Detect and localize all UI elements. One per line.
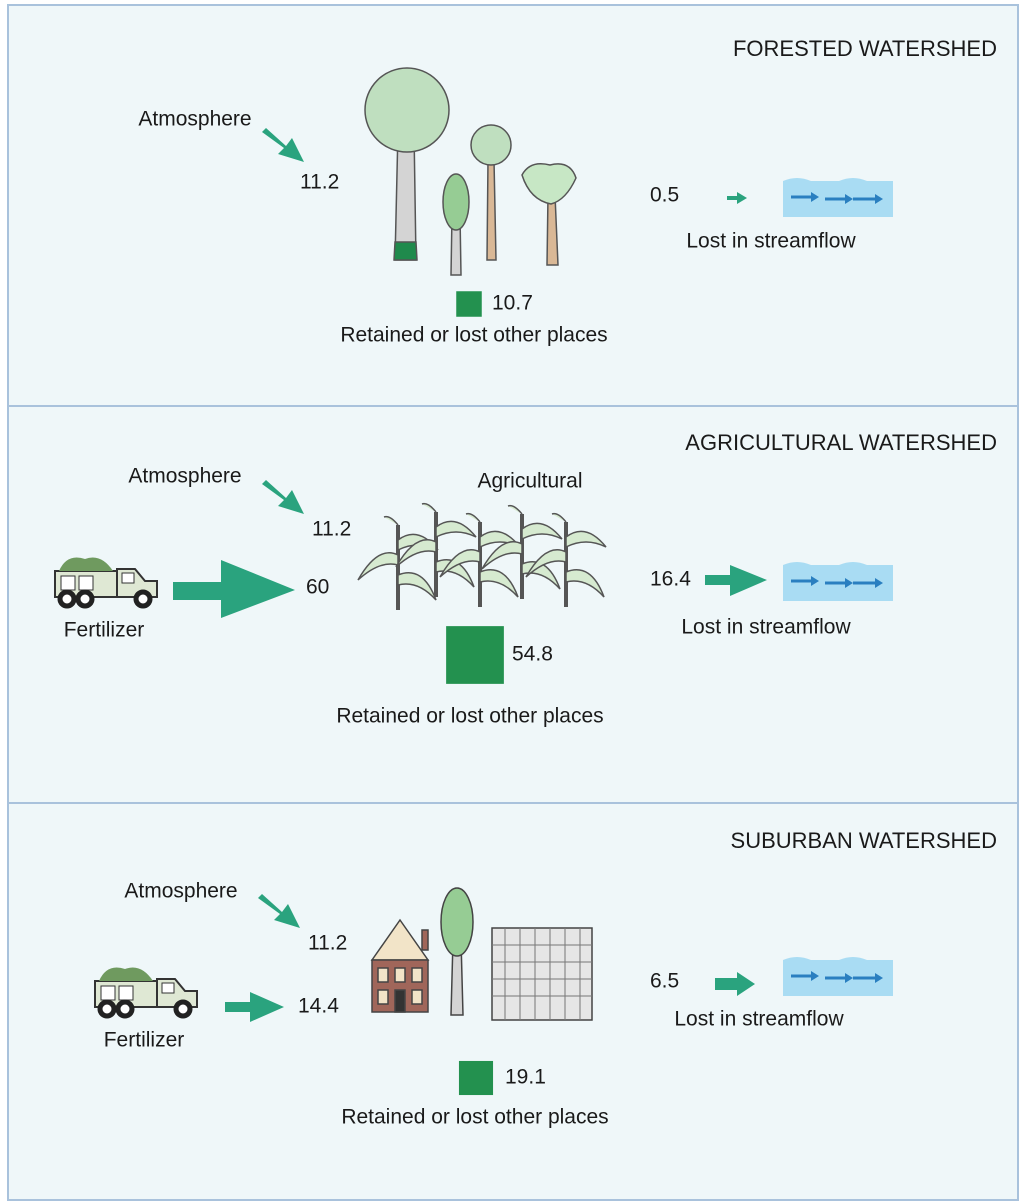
retained-value: 19.1 bbox=[505, 1066, 546, 1089]
source-label: Fertilizer bbox=[64, 619, 145, 642]
source-label: Atmosphere bbox=[124, 880, 237, 903]
input-value: 11.2 bbox=[308, 932, 347, 955]
retained-label: Retained or lost other places bbox=[341, 1106, 608, 1129]
retained-square bbox=[456, 291, 482, 317]
source-label: Fertilizer bbox=[104, 1029, 185, 1052]
retained-square bbox=[446, 626, 504, 684]
diagram: FORESTED WATERSHED Atmosphere 11.2 0.5 L… bbox=[0, 0, 1024, 1201]
stream-icon bbox=[783, 957, 893, 996]
input-value: 11.2 bbox=[300, 171, 339, 194]
input-value: 60 bbox=[306, 576, 329, 599]
streamflow-label: Lost in streamflow bbox=[686, 230, 856, 253]
panel-title: SUBURBAN WATERSHED bbox=[731, 828, 997, 853]
retained-value: 54.8 bbox=[512, 643, 553, 666]
stream-icon bbox=[783, 562, 893, 601]
retained-square bbox=[459, 1061, 493, 1095]
input-value: 11.2 bbox=[312, 518, 351, 541]
streamflow-label: Lost in streamflow bbox=[674, 1008, 844, 1031]
streamflow-value: 16.4 bbox=[650, 568, 691, 591]
source-label: Atmosphere bbox=[128, 465, 241, 488]
streamflow-label: Lost in streamflow bbox=[681, 616, 851, 639]
streamflow-value: 6.5 bbox=[650, 970, 679, 993]
stream-icon bbox=[783, 178, 893, 217]
source-label: Atmosphere bbox=[138, 108, 251, 131]
land-label: Agricultural bbox=[477, 470, 582, 493]
retained-value: 10.7 bbox=[492, 292, 533, 315]
streamflow-value: 0.5 bbox=[650, 184, 679, 207]
retained-label: Retained or lost other places bbox=[340, 324, 607, 347]
input-value: 14.4 bbox=[298, 995, 339, 1018]
panel-title: FORESTED WATERSHED bbox=[733, 36, 997, 61]
retained-label: Retained or lost other places bbox=[336, 705, 603, 728]
panel-title: AGRICULTURAL WATERSHED bbox=[685, 430, 997, 455]
